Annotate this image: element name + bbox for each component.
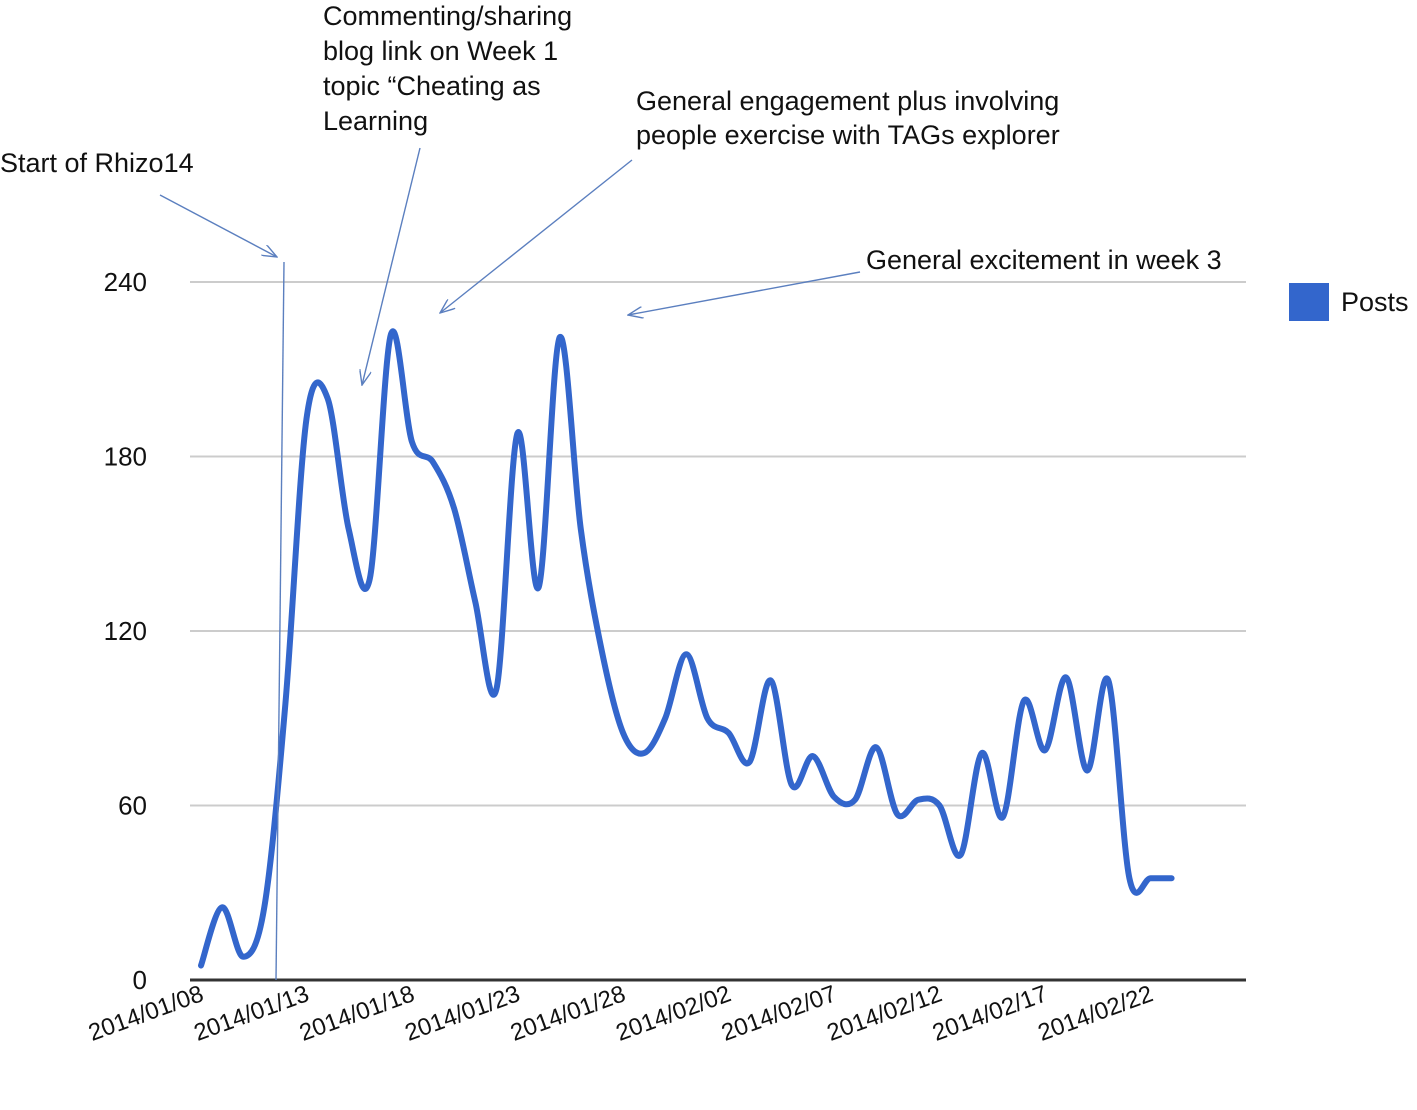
legend-label-posts: Posts xyxy=(1341,287,1409,317)
annotation-arrow xyxy=(159,194,277,257)
annotation-3: General engagement plus involving people … xyxy=(440,86,1060,313)
annotation-arrow xyxy=(440,159,633,313)
y-tick-label: 0 xyxy=(133,965,147,995)
series-layer xyxy=(198,328,1175,969)
x-tick-label: 2014/01/23 xyxy=(401,980,523,1046)
x-tick-label: 2014/01/13 xyxy=(190,980,312,1046)
y-tick-label: 180 xyxy=(104,442,147,472)
start-marker-line xyxy=(275,261,285,981)
x-tick-label: 2014/01/18 xyxy=(296,980,418,1046)
annotation-1: Start of Rhizo14 xyxy=(0,148,285,981)
annotation-4: General excitement in week 3 xyxy=(628,245,1222,315)
annotation-text: General excitement in week 3 xyxy=(866,245,1222,275)
x-tick-label: 2014/01/28 xyxy=(507,980,629,1046)
annotation-text: people exercise with TAGs explorer xyxy=(636,120,1060,150)
x-axis-ticks: 2014/01/082014/01/132014/01/182014/01/23… xyxy=(85,980,1157,1046)
annotation-text: Learning xyxy=(323,106,428,136)
annotation-arrow xyxy=(362,147,421,385)
annotation-arrow xyxy=(628,271,861,315)
annotation-text: Commenting/sharing xyxy=(323,1,572,31)
annotation-text: Start of Rhizo14 xyxy=(0,148,194,178)
x-tick-label: 2014/02/22 xyxy=(1034,980,1156,1046)
y-tick-label: 120 xyxy=(104,616,147,646)
annotation-2: Commenting/sharing blog link on Week 1 top… xyxy=(323,1,572,385)
annotation-text: blog link on Week 1 xyxy=(323,36,558,66)
y-axis-ticks: 0 60 120 180 240 xyxy=(104,267,147,995)
legend: Posts xyxy=(1289,283,1409,321)
x-tick-label: 2014/02/12 xyxy=(823,980,945,1046)
y-tick-label: 240 xyxy=(104,267,147,297)
x-tick-label: 2014/02/17 xyxy=(929,980,1051,1046)
series-line-posts xyxy=(198,328,1175,969)
legend-swatch-posts xyxy=(1289,283,1329,321)
x-tick-label: 2014/02/07 xyxy=(718,980,840,1046)
annotation-text: General engagement plus involving xyxy=(636,86,1059,116)
gridlines xyxy=(190,281,1246,982)
x-tick-label: 2014/02/02 xyxy=(612,980,734,1046)
annotation-text: topic “Cheating as xyxy=(323,71,541,101)
annotations: Start of Rhizo14 Commenting/sharing blog l… xyxy=(0,1,1222,981)
y-tick-label: 60 xyxy=(118,791,147,821)
